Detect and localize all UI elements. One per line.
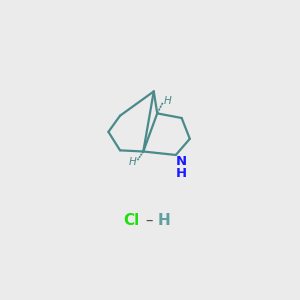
Text: H: H xyxy=(129,157,136,167)
Text: H: H xyxy=(176,167,187,180)
Text: H: H xyxy=(164,96,172,106)
Text: Cl: Cl xyxy=(124,213,140,228)
Text: N: N xyxy=(176,155,187,168)
Text: –: – xyxy=(141,213,158,228)
Text: H: H xyxy=(157,213,170,228)
